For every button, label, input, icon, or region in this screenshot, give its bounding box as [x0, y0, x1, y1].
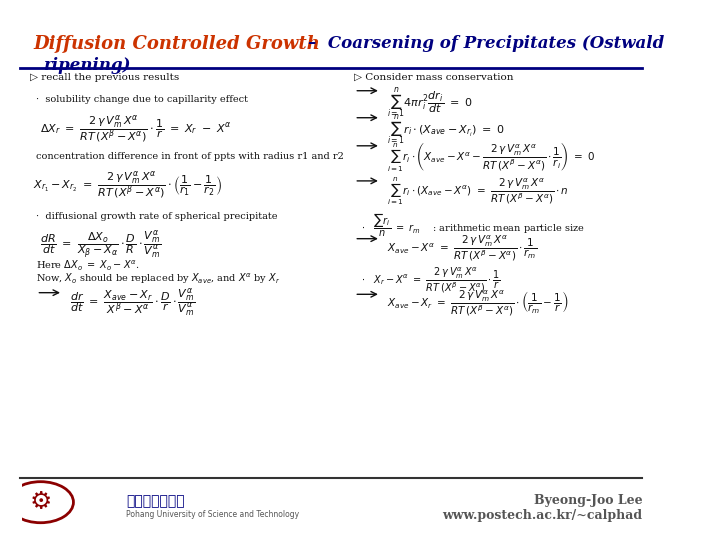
Text: $\cdot \quad X_r - X^\alpha \ = \ \dfrac{2\,\gamma\,V_m^\alpha\,X^\alpha}{RT\,(X: $\cdot \quad X_r - X^\alpha \ = \ \dfrac… — [361, 266, 500, 295]
Text: ·  diffusional growth rate of spherical precipitate: · diffusional growth rate of spherical p… — [37, 212, 278, 221]
Text: $X_{r_1} - X_{r_2} \ = \ \dfrac{2\,\gamma\,V_m^\alpha\,X^\alpha}{RT\,(X^\beta - : $X_{r_1} - X_{r_2} \ = \ \dfrac{2\,\gamm… — [33, 170, 222, 201]
Text: 포항공과대학교: 포항공과대학교 — [126, 494, 184, 508]
Text: ·  solubility change due to capillarity effect: · solubility change due to capillarity e… — [37, 94, 248, 104]
Text: ▷ Consider mass conservation: ▷ Consider mass conservation — [354, 73, 514, 82]
Text: Pohang University of Science and Technology: Pohang University of Science and Technol… — [126, 510, 299, 519]
Text: $\sum_{i=1}^{n} 4\pi r_i^2 \dfrac{dr_i}{dt} \ = \ 0$: $\sum_{i=1}^{n} 4\pi r_i^2 \dfrac{dr_i}{… — [387, 85, 473, 120]
Text: ripening): ripening) — [43, 57, 130, 73]
Text: $\dfrac{dr}{dt} \ = \ \dfrac{X_{ave} - X_r}{X^\beta - X^\alpha} \cdot \dfrac{D}{: $\dfrac{dr}{dt} \ = \ \dfrac{X_{ave} - X… — [70, 286, 195, 318]
Text: $\sum_{i=1}^{n} r_i \cdot \left(X_{ave} - X^\alpha\right) \ = \ \dfrac{2\,\gamma: $\sum_{i=1}^{n} r_i \cdot \left(X_{ave} … — [387, 176, 570, 207]
Text: $\Delta X_r \ = \ \dfrac{2\,\gamma\,V_m^\alpha\,X^\alpha}{RT\,(X^\beta - X^\alph: $\Delta X_r \ = \ \dfrac{2\,\gamma\,V_m^… — [40, 113, 232, 145]
Text: Now, $X_o$ should be replaced by $X_{ave}$, and $X^\alpha$ by $X_r$: Now, $X_o$ should be replaced by $X_{ave… — [37, 272, 281, 286]
Text: $\dfrac{dR}{dt} \ = \ \dfrac{\Delta X_o}{X_\beta - X_\alpha} \cdot \dfrac{D}{R} : $\dfrac{dR}{dt} \ = \ \dfrac{\Delta X_o}… — [40, 228, 161, 261]
Text: Diffusion Controlled Growth: Diffusion Controlled Growth — [33, 35, 320, 53]
Text: ▷ recall the previous results: ▷ recall the previous results — [30, 73, 179, 82]
Text: Byeong-Joo Lee
www.postech.ac.kr/~calphad: Byeong-Joo Lee www.postech.ac.kr/~calpha… — [442, 494, 642, 522]
Text: $\cdot \quad \dfrac{\sum r_i}{n} \ = \ r_m \quad$ : arithmetic mean particle siz: $\cdot \quad \dfrac{\sum r_i}{n} \ = \ r… — [361, 212, 585, 239]
Text: $X_{ave} - X^\alpha \ = \ \dfrac{2\,\gamma\,V_m^\alpha\,X^\alpha}{RT\,(X^\beta -: $X_{ave} - X^\alpha \ = \ \dfrac{2\,\gam… — [387, 233, 538, 263]
Text: concentration difference in front of ppts with radius r1 and r2: concentration difference in front of ppt… — [37, 152, 344, 161]
Text: $\sum_{i=1}^{n} r_i \cdot \left(X_{ave} - X_{r_i}\right) \ = \ 0$: $\sum_{i=1}^{n} r_i \cdot \left(X_{ave} … — [387, 112, 505, 147]
Text: Here $\Delta X_o \ = \ X_o - X^\alpha$.: Here $\Delta X_o \ = \ X_o - X^\alpha$. — [37, 259, 140, 273]
Text: $\sum_{i=1}^{n} r_i \cdot \left(X_{ave} - X^\alpha - \dfrac{2\,\gamma\,V_m^\alph: $\sum_{i=1}^{n} r_i \cdot \left(X_{ave} … — [387, 140, 595, 174]
Text: $X_{ave} - X_r \ = \ \dfrac{2\,\gamma\,V_m^\alpha\,X^\alpha}{RT\,(X^\beta - X^\a: $X_{ave} - X_r \ = \ \dfrac{2\,\gamma\,V… — [387, 289, 569, 319]
Text: ⚙: ⚙ — [30, 490, 52, 514]
Text: –  Coarsening of Precipitates (Ostwald: – Coarsening of Precipitates (Ostwald — [308, 35, 665, 52]
